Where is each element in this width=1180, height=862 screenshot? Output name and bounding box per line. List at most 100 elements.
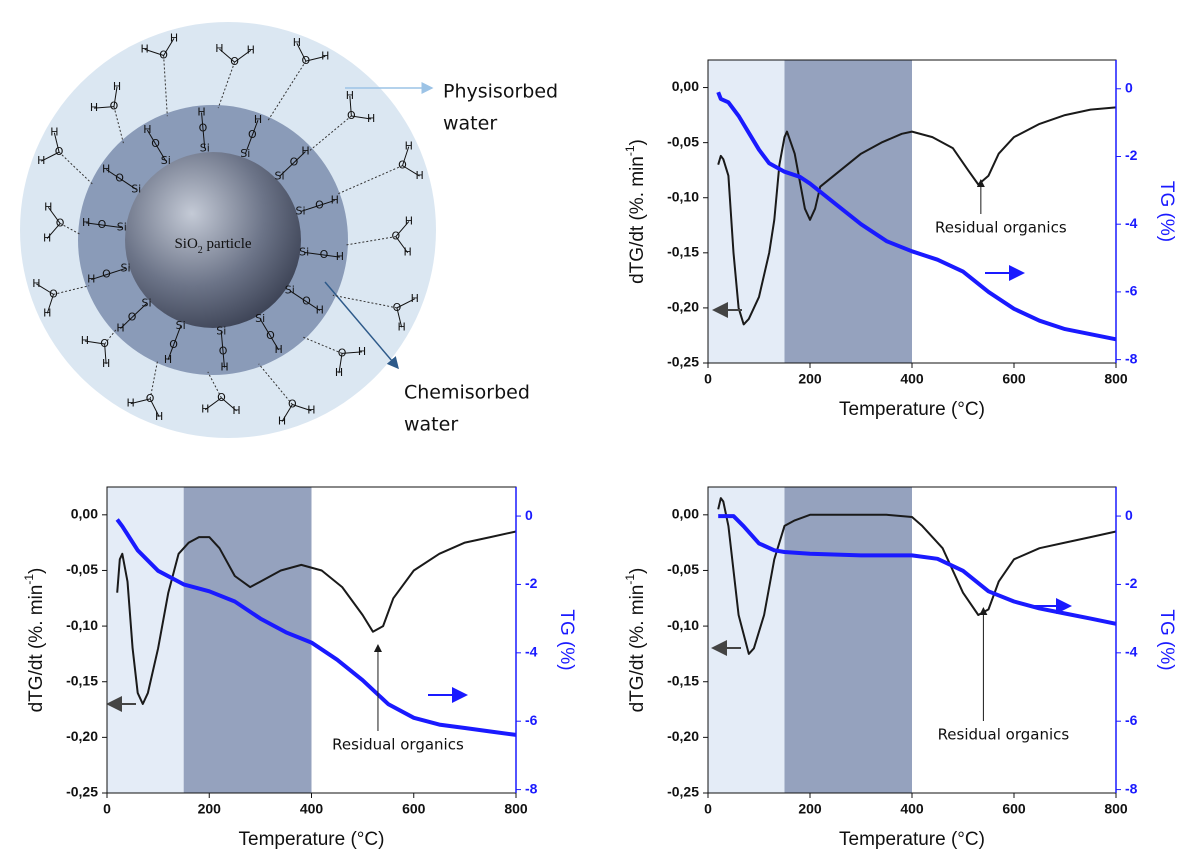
atom: Si: [141, 297, 151, 310]
y-tick-label: -0,15: [667, 244, 699, 260]
atom: H: [50, 126, 58, 139]
atom: H: [232, 404, 240, 417]
bond: [296, 43, 307, 62]
bond: [149, 398, 160, 417]
atom: O: [230, 55, 239, 68]
y-tick-label: -0,05: [66, 561, 98, 577]
bond: [234, 49, 252, 63]
bond: [105, 169, 120, 179]
bond: [222, 351, 225, 368]
physisorbed-label: water: [443, 113, 497, 135]
atom: Si: [176, 319, 186, 332]
y2-tick-label: -4: [1125, 644, 1138, 660]
y-tick-label: -0,25: [66, 784, 98, 800]
atom: O: [199, 121, 208, 134]
bond: [319, 199, 335, 206]
atom: O: [315, 198, 324, 211]
bond: [306, 301, 321, 311]
bond: [251, 119, 259, 136]
atom: Si: [117, 221, 127, 234]
atom: Si: [295, 205, 305, 218]
bond: [402, 146, 410, 166]
bond: [219, 48, 235, 63]
bond: [323, 254, 340, 258]
atom: O: [393, 301, 402, 314]
atom: O: [102, 268, 111, 281]
atom: H: [301, 145, 309, 158]
y2-axis-title: TG (%): [1156, 181, 1177, 242]
y-axis-title: dTG/dt (%. min-1): [22, 568, 47, 713]
atom: Si: [200, 141, 210, 154]
atom: H: [127, 397, 135, 410]
bond: [289, 290, 307, 303]
y-axis-title-part: ): [26, 568, 47, 574]
annotation-text: Residual organics: [935, 219, 1067, 237]
bond: [86, 222, 103, 226]
dtg-line: [116, 530, 517, 705]
y-tick-label: -0,05: [667, 133, 699, 149]
atom: H: [102, 357, 110, 370]
annotation-text: Residual organics: [938, 726, 1070, 744]
y2-axis-title: TG (%): [556, 609, 577, 670]
atom: H: [43, 306, 51, 319]
atom: Si: [161, 154, 171, 167]
bond: [351, 115, 372, 120]
atom: H: [102, 162, 110, 175]
bond: [130, 398, 151, 405]
bond: [220, 331, 224, 352]
core-label-sub: 2: [198, 245, 203, 256]
dtg-line: [717, 497, 1117, 655]
bond: [144, 48, 164, 56]
y-tick-label: -0,20: [66, 728, 98, 744]
y2-tick-label: -2: [1125, 575, 1138, 591]
bond: [293, 151, 306, 163]
atom: O: [169, 338, 178, 351]
atom: H: [411, 292, 419, 305]
atom: Si: [216, 325, 226, 338]
y-axis-title-part: ): [627, 568, 648, 574]
x-tick-label: 0: [103, 801, 111, 817]
hydrogen-bond: [207, 371, 222, 399]
hydrogen-bond: [258, 363, 293, 405]
bond: [201, 112, 204, 129]
y-tick-label: -0,20: [667, 728, 699, 744]
dtg-line: [717, 106, 1117, 326]
core-label-part: SiO: [174, 236, 198, 252]
atom: O: [398, 159, 407, 172]
chart: 0 200 400 600 800 0,00 -0,05 -0,10 -0,15 -0,20 -0,…: [623, 59, 1177, 420]
atom: H: [197, 106, 205, 119]
bond: [41, 151, 60, 162]
core-label: SiO2 particle: [174, 236, 251, 255]
bond: [36, 283, 54, 295]
x-tick-label: 200: [798, 371, 822, 387]
atom: Si: [274, 169, 284, 182]
y-tick-label: -0,15: [66, 672, 98, 688]
bond: [113, 86, 118, 107]
atom: H: [215, 42, 223, 55]
atom: H: [201, 403, 209, 416]
x-tick-label: 800: [1104, 801, 1128, 817]
y-tick-label: -0,25: [667, 784, 699, 800]
bond: [84, 340, 105, 345]
atom: O: [248, 128, 257, 141]
atom: H: [405, 214, 413, 227]
atom: Si: [120, 261, 130, 274]
y2-tick-label: 0: [1125, 79, 1133, 95]
atom: Si: [255, 312, 265, 325]
x-tick-label: 400: [900, 801, 924, 817]
hydrogen-bond: [302, 336, 343, 354]
y-tick-label: 0,00: [71, 506, 98, 522]
y2-tick-label: -8: [1125, 780, 1138, 796]
annotation-text: Residual organics: [332, 736, 464, 754]
atom: O: [49, 287, 58, 300]
atom: H: [90, 101, 98, 114]
y-tick-label: -0,10: [66, 617, 98, 633]
atom: O: [302, 295, 311, 308]
y-axis-title-part: dTG/dt (%. min: [627, 156, 648, 284]
hydrogen-bond: [309, 115, 352, 151]
bond: [395, 221, 410, 237]
atom: H: [335, 366, 343, 379]
bond: [204, 397, 222, 411]
atom: H: [367, 112, 375, 125]
